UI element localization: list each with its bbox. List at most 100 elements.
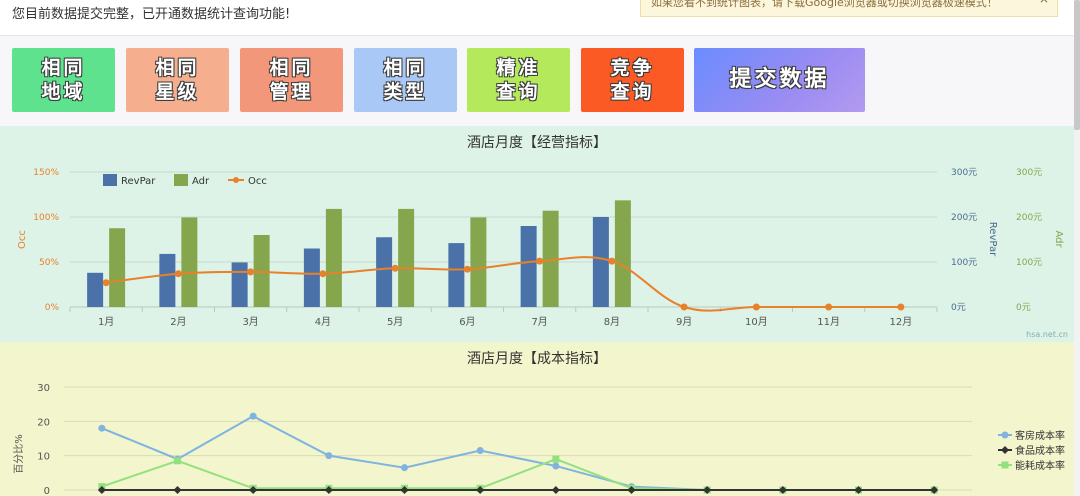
- y-tick-label: 0: [44, 486, 50, 496]
- adr-bar: [542, 210, 559, 307]
- legend-label: 食品成本率: [1015, 444, 1065, 457]
- occ-tick-label: 100%: [33, 213, 59, 223]
- adr-tick-label: 0元: [1016, 303, 1031, 313]
- page-scrollbar[interactable]: [1074, 0, 1080, 496]
- y-tick-label: 20: [37, 417, 50, 428]
- same-star-button[interactable]: 相同 星级: [126, 48, 229, 112]
- precise-query-label: 精准 查询: [496, 57, 541, 103]
- legend-point-marker: [1001, 431, 1009, 439]
- operating-metrics-chart: 酒店月度【经营指标】 0% 50% 100% 150% Occ 0元 100元 200元 300元…: [17, 135, 1068, 339]
- revpar-bar: [87, 272, 104, 307]
- precise-query-button[interactable]: 精准 查询: [467, 48, 570, 112]
- competition-query-button[interactable]: 竞争 查询: [581, 48, 684, 112]
- revpar-tick-label: 300元: [951, 168, 977, 178]
- occ-point: [247, 268, 255, 276]
- adr-tick-label: 200元: [1016, 213, 1042, 223]
- top-notice-bar: 您目前数据提交完整，已开通数据统计查询功能! 如果您看不到统计图表，请下载Goo…: [0, 0, 1080, 36]
- month-tick-label: 12月: [890, 316, 913, 328]
- same-star-label: 相同 星级: [155, 57, 200, 103]
- occ-point: [608, 257, 616, 265]
- revpar-bar: [376, 237, 393, 307]
- y-tick-label: 30: [37, 383, 50, 394]
- adr-bar: [325, 208, 342, 307]
- chart-title: 酒店月度【经营指标】: [467, 135, 607, 151]
- legend-label: 能耗成本率: [1015, 459, 1065, 472]
- month-tick-label: 1月: [98, 316, 114, 328]
- revpar-bar: [448, 243, 465, 307]
- occ-line: [106, 256, 901, 312]
- submit-data-button[interactable]: 提交数据: [694, 48, 865, 112]
- occ-point: [102, 279, 110, 287]
- series-point: [476, 486, 485, 494]
- revpar-tick-label: 100元: [951, 258, 977, 268]
- scrollbar-thumb[interactable]: [1074, 0, 1080, 130]
- occ-tick-label: 50%: [39, 258, 59, 268]
- month-tick-label: 9月: [676, 316, 692, 328]
- close-icon[interactable]: ×: [1039, 0, 1049, 5]
- series-point: [401, 464, 408, 472]
- series-point: [249, 412, 257, 420]
- month-tick-label: 7月: [531, 316, 547, 328]
- series-point: [854, 486, 863, 494]
- query-button-row: 相同 地域 相同 星级 相同 管理 相同 类型 精准 查询 竞争 查询 提交数据: [0, 36, 1080, 126]
- revpar-axis-label: RevPar: [987, 222, 998, 257]
- operating-metrics-panel: 酒店月度【经营指标】 0% 50% 100% 150% Occ 0元 100元 200元 300元…: [0, 126, 1074, 342]
- series-point: [778, 486, 787, 494]
- month-tick-label: 3月: [242, 316, 258, 328]
- adr-bar: [470, 217, 487, 307]
- data-complete-notice: 您目前数据提交完整，已开通数据统计查询功能!: [12, 7, 291, 22]
- revpar-bar: [520, 226, 537, 307]
- same-management-button[interactable]: 相同 管理: [240, 48, 343, 112]
- occ-axis-label: Occ: [17, 230, 28, 249]
- series-point: [400, 486, 409, 494]
- legend-label: RevPar: [121, 176, 156, 187]
- y-tick-label: 10: [37, 452, 50, 463]
- occ-tick-label: 150%: [33, 168, 59, 178]
- legend-swatch: [174, 174, 188, 186]
- series-point: [551, 486, 560, 494]
- series-point: [324, 486, 333, 494]
- revpar-bar: [303, 248, 320, 307]
- adr-bar: [398, 208, 415, 307]
- same-region-button[interactable]: 相同 地域: [12, 48, 115, 112]
- revpar-bar: [231, 262, 248, 307]
- cost-metrics-panel: 酒店月度【成本指标】 0 10 20 30 百分比% 客房成本率 食品成本率 能耗成本率: [0, 342, 1074, 496]
- legend-point-marker: [1001, 461, 1009, 469]
- month-tick-label: 11月: [817, 316, 840, 328]
- series-point: [98, 424, 106, 432]
- same-type-label: 相同 类型: [383, 57, 428, 103]
- month-tick-label: 5月: [387, 316, 403, 328]
- occ-point: [463, 265, 471, 273]
- occ-tick-label: 0%: [45, 303, 60, 313]
- revpar-bar: [592, 217, 609, 307]
- adr-bar: [614, 200, 631, 307]
- series-point: [552, 462, 560, 470]
- browser-alert: 如果您看不到统计图表，请下载Google浏览器或切换浏览器极速模式！ ×: [640, 0, 1058, 17]
- browser-alert-text: 如果您看不到统计图表，请下载Google浏览器或切换浏览器极速模式！: [651, 0, 998, 9]
- adr-bar: [109, 228, 126, 307]
- legend-point-marker: [233, 177, 239, 183]
- series-line: [101, 458, 935, 491]
- occ-point: [897, 303, 905, 311]
- y-axis-label: 百分比%: [13, 434, 25, 474]
- series-point: [552, 455, 560, 463]
- month-tick-label: 2月: [170, 316, 186, 328]
- revpar-tick-label: 200元: [951, 213, 977, 223]
- adr-axis-label: Adr: [1053, 230, 1064, 248]
- adr-bar: [253, 235, 270, 307]
- series-point: [173, 486, 182, 494]
- occ-point: [680, 303, 688, 311]
- adr-bar: [181, 217, 198, 307]
- occ-point: [536, 257, 544, 265]
- occ-point: [752, 303, 760, 311]
- month-tick-label: 8月: [604, 316, 620, 328]
- occ-point: [319, 270, 327, 278]
- series-point: [476, 447, 484, 455]
- occ-point: [825, 303, 833, 311]
- same-type-button[interactable]: 相同 类型: [354, 48, 457, 112]
- legend-point-marker: [1001, 446, 1009, 454]
- series-point: [174, 457, 181, 465]
- revpar-tick-label: 0元: [951, 303, 966, 313]
